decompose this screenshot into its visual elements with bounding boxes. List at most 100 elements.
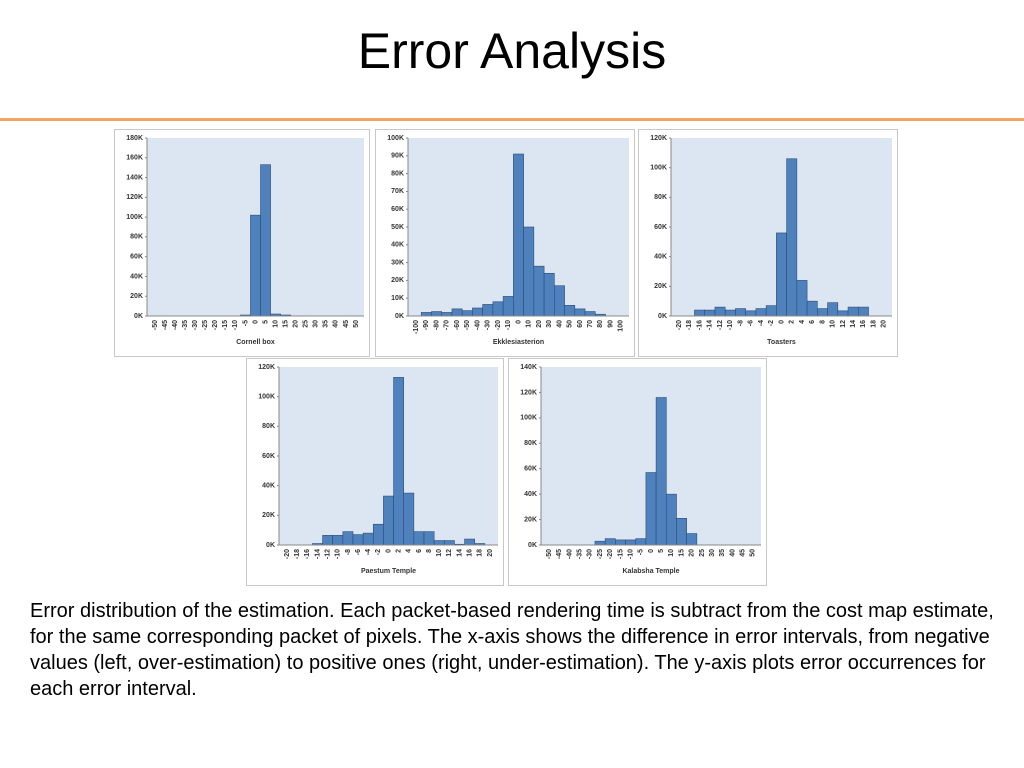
- bar: [676, 518, 687, 546]
- bar: [362, 532, 374, 546]
- x-tick-label: -10: [232, 320, 239, 330]
- x-tick-label: -10: [335, 549, 342, 559]
- y-tick-label: 50K: [391, 224, 404, 231]
- bar: [433, 540, 445, 546]
- x-tick-label: -8: [345, 549, 352, 555]
- x-tick-label: 40: [556, 320, 563, 328]
- x-tick-label: 10: [272, 320, 279, 328]
- y-tick-label: 0K: [266, 542, 275, 549]
- bar: [635, 538, 647, 546]
- bar: [594, 540, 606, 546]
- bar: [604, 538, 616, 546]
- x-tick-label: 25: [699, 549, 706, 557]
- bar: [765, 305, 777, 317]
- x-tick-label: 50: [750, 549, 757, 557]
- x-tick-label: -50: [464, 320, 471, 330]
- x-tick-label: -12: [717, 320, 724, 330]
- y-tick-label: 20K: [391, 277, 404, 284]
- bar: [686, 533, 698, 546]
- bar: [342, 531, 354, 546]
- x-tick-label: 0: [778, 320, 785, 324]
- bar: [461, 310, 473, 317]
- x-tick-label: -40: [474, 320, 481, 330]
- bar: [464, 538, 476, 546]
- y-tick-label: 20K: [130, 293, 143, 300]
- x-tick-label: 18: [477, 549, 484, 557]
- bar: [704, 309, 716, 317]
- x-tick-label: -70: [444, 320, 451, 330]
- bar: [413, 531, 425, 546]
- bar: [694, 309, 706, 317]
- chart-title: Ekklesiasterion: [493, 339, 544, 346]
- x-tick-label: -18: [294, 549, 301, 559]
- bar: [745, 310, 757, 317]
- x-tick-label: 14: [850, 320, 857, 328]
- bar: [451, 308, 463, 317]
- x-tick-label: -35: [577, 549, 584, 559]
- bar: [714, 306, 726, 317]
- x-tick-label: 100: [618, 320, 625, 332]
- y-tick-label: 40K: [130, 273, 143, 280]
- bar: [645, 472, 657, 546]
- x-tick-label: 0: [252, 320, 259, 324]
- y-tick-label: 40K: [524, 491, 537, 498]
- bar: [655, 397, 667, 546]
- x-tick-label: -10: [727, 320, 734, 330]
- x-tick-label: -8: [737, 320, 744, 326]
- y-tick-label: 80K: [130, 234, 143, 241]
- x-tick-label: 12: [446, 549, 453, 557]
- x-tick-label: -45: [556, 549, 563, 559]
- y-tick-label: 80K: [391, 170, 404, 177]
- x-tick-label: -20: [607, 549, 614, 559]
- x-tick-label: -16: [696, 320, 703, 330]
- x-tick-label: -80: [433, 320, 440, 330]
- bar: [352, 534, 364, 546]
- y-tick-label: 40K: [654, 254, 667, 261]
- y-tick-label: 80K: [524, 440, 537, 447]
- chart-title: Cornell box: [236, 339, 275, 346]
- x-tick-label: -30: [587, 549, 594, 559]
- y-tick-label: 40K: [391, 242, 404, 249]
- bar: [513, 153, 524, 317]
- slide-title: Error Analysis: [357, 23, 667, 79]
- y-tick-label: 10K: [391, 295, 404, 302]
- y-tick-label: 80K: [654, 194, 667, 201]
- x-tick-label: 2: [395, 549, 402, 553]
- x-tick-label: -4: [365, 549, 372, 555]
- bar: [857, 306, 869, 317]
- x-tick-label: 8: [426, 549, 433, 553]
- bar: [372, 523, 384, 546]
- x-tick-label: -12: [324, 549, 331, 559]
- x-tick-label: -35: [182, 320, 189, 330]
- bar: [441, 312, 453, 317]
- bar: [423, 531, 435, 546]
- y-tick-label: 20K: [654, 283, 667, 290]
- y-tick-label: 60K: [262, 453, 275, 460]
- x-tick-label: -40: [566, 549, 573, 559]
- x-tick-label: 40: [333, 320, 340, 328]
- x-tick-label: 4: [406, 549, 413, 553]
- x-tick-label: -18: [686, 320, 693, 330]
- x-tick-label: 60: [577, 320, 584, 328]
- x-tick-label: 30: [709, 549, 716, 557]
- x-tick-label: -16: [304, 549, 311, 559]
- x-tick-label: 30: [546, 320, 553, 328]
- x-tick-label: -5: [638, 549, 645, 555]
- bar: [393, 377, 405, 546]
- y-tick-label: 140K: [126, 174, 143, 181]
- x-tick-label: -15: [222, 320, 229, 330]
- bar: [332, 535, 344, 546]
- bar: [574, 308, 586, 317]
- x-tick-label: 45: [740, 549, 747, 557]
- y-tick-label: 0K: [658, 313, 667, 320]
- x-tick-label: 10: [830, 320, 837, 328]
- x-tick-label: -6: [748, 320, 755, 326]
- bar: [420, 312, 432, 317]
- x-tick-label: -5: [242, 320, 249, 326]
- y-tick-label: 120K: [650, 135, 667, 142]
- bar: [847, 306, 859, 317]
